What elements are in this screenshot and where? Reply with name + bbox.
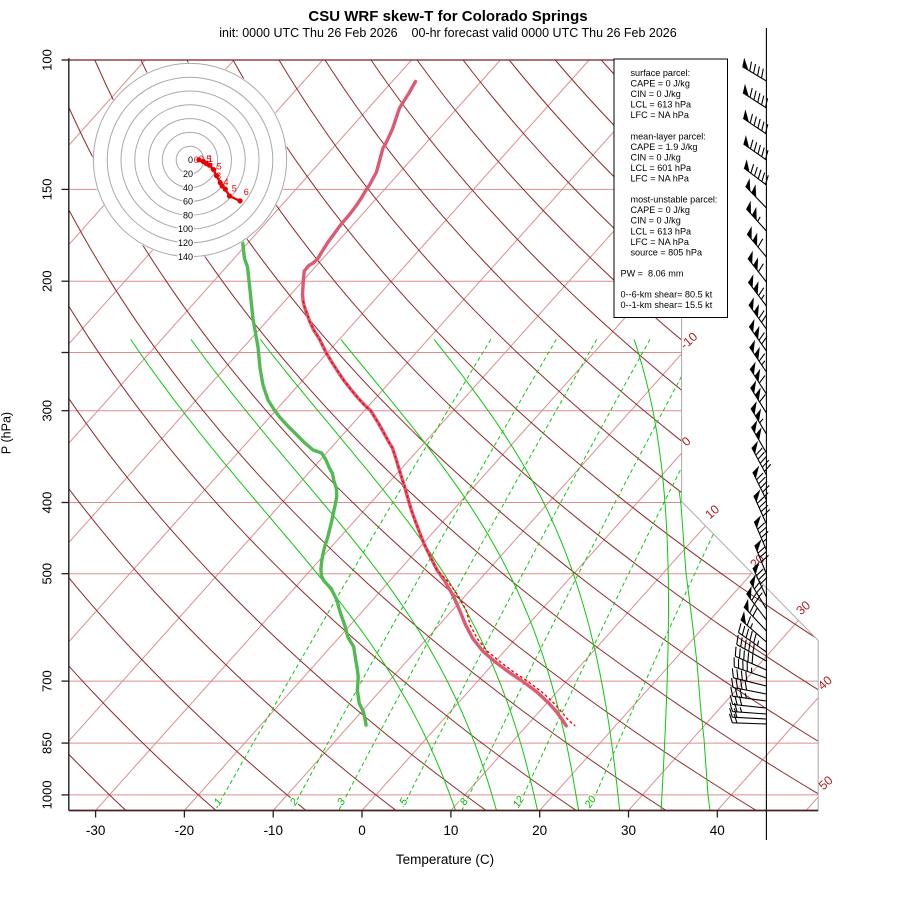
svg-text:40: 40: [710, 823, 725, 838]
svg-text:400: 400: [40, 492, 55, 514]
svg-text:40: 40: [183, 183, 193, 193]
svg-text:20: 20: [183, 169, 193, 179]
svg-text:140: 140: [178, 252, 193, 262]
svg-text:CSU WRF skew-T for Colorado Sp: CSU WRF skew-T for Colorado Springs: [308, 8, 587, 25]
svg-text:P (hPa): P (hPa): [0, 412, 14, 454]
svg-text:CAPE = 0 J/kg: CAPE = 0 J/kg: [631, 79, 690, 89]
svg-text:CAPE = 1.9 J/kg: CAPE = 1.9 J/kg: [631, 142, 698, 152]
svg-text:120: 120: [178, 238, 193, 248]
svg-text:LFC = NA hPa: LFC = NA hPa: [631, 174, 690, 184]
svg-text:LCL = 613 hPa: LCL = 613 hPa: [631, 226, 693, 236]
svg-text:most-unstable parcel:: most-unstable parcel:: [631, 195, 718, 205]
svg-text:60: 60: [183, 197, 193, 207]
svg-text:500: 500: [40, 563, 55, 585]
svg-text:850: 850: [40, 732, 55, 754]
svg-text:CIN = 0 J/kg: CIN = 0 J/kg: [631, 89, 681, 99]
svg-text:200: 200: [40, 270, 55, 292]
svg-text:0: 0: [188, 155, 193, 165]
svg-text:20: 20: [532, 823, 547, 838]
svg-text:10: 10: [443, 823, 458, 838]
svg-text:surface parcel:: surface parcel:: [631, 68, 691, 78]
svg-text:LCL = 613 hPa: LCL = 613 hPa: [631, 100, 693, 110]
svg-text:source = 805 hPa: source = 805 hPa: [631, 247, 703, 257]
svg-text:0: 0: [358, 823, 366, 838]
svg-text:LFC = NA hPa: LFC = NA hPa: [631, 110, 690, 120]
svg-text:1000: 1000: [40, 780, 55, 809]
svg-text:3: 3: [216, 171, 221, 181]
svg-text:CIN = 0 J/kg: CIN = 0 J/kg: [631, 216, 681, 226]
svg-text:CIN = 0 J/kg: CIN = 0 J/kg: [631, 152, 681, 162]
svg-text:mean-layer parcel:: mean-layer parcel:: [631, 131, 706, 141]
svg-text:5: 5: [232, 183, 237, 193]
svg-text:LCL = 601 hPa: LCL = 601 hPa: [631, 163, 693, 173]
svg-text:LFC = NA hPa: LFC = NA hPa: [631, 237, 690, 247]
svg-text:CAPE = 0 J/kg: CAPE = 0 J/kg: [631, 205, 690, 215]
svg-text:init: 0000 UTC Thu 26 Feb 2026: init: 0000 UTC Thu 26 Feb 2026 00-hr for…: [219, 26, 676, 40]
svg-text:Temperature (C): Temperature (C): [396, 852, 494, 867]
svg-text:0--6-km shear= 80.5 kt: 0--6-km shear= 80.5 kt: [621, 290, 713, 300]
svg-text:-10: -10: [263, 823, 283, 838]
svg-text:6: 6: [244, 187, 249, 197]
svg-text:30: 30: [621, 823, 636, 838]
svg-text:PW = 8.06 mm: PW = 8.06 mm: [621, 269, 684, 279]
svg-text:-30: -30: [86, 823, 106, 838]
svg-text:100: 100: [40, 49, 55, 71]
svg-text:4: 4: [223, 177, 228, 187]
svg-text:1.5: 1.5: [209, 161, 222, 171]
svg-text:300: 300: [40, 400, 55, 422]
svg-text:150: 150: [40, 179, 55, 201]
svg-text:700: 700: [40, 670, 55, 692]
svg-text:80: 80: [183, 210, 193, 220]
svg-text:100: 100: [178, 224, 193, 234]
svg-text:-20: -20: [175, 823, 195, 838]
svg-text:0--1-km shear= 15.5 kt: 0--1-km shear= 15.5 kt: [621, 300, 713, 310]
